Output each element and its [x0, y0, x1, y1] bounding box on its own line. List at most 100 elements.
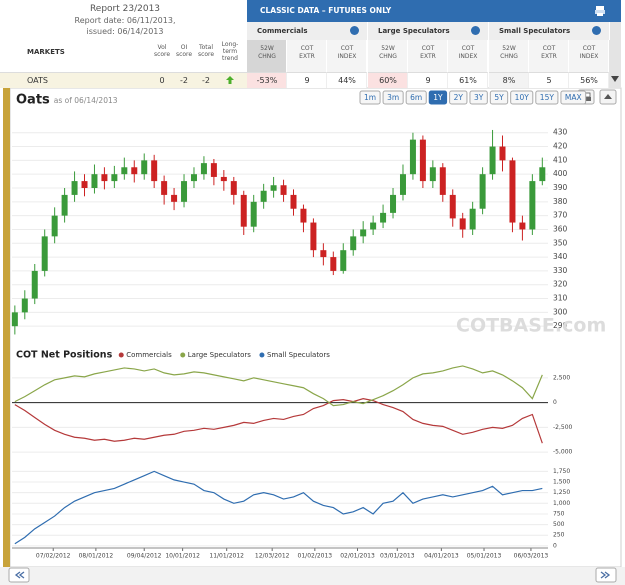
column-header-bg[interactable] — [368, 40, 408, 72]
candle-body — [21, 298, 28, 313]
column-header-bg[interactable] — [247, 40, 287, 72]
group-header-bg — [368, 22, 489, 40]
column-header[interactable]: COT INDEX — [579, 45, 599, 60]
column-header[interactable]: 52W CHNG — [500, 45, 518, 60]
scroll-arrow[interactable] — [609, 74, 621, 84]
column-header[interactable]: COT INDEX — [458, 45, 478, 60]
candle-body — [81, 181, 88, 188]
column-header[interactable]: COT EXTR — [299, 45, 315, 60]
y-tick-label: 1,750 — [553, 468, 570, 475]
legend-marker — [180, 352, 186, 358]
range-label[interactable]: 1Y — [433, 93, 443, 102]
chart-subtitle: as of 06/14/2013 — [54, 96, 118, 105]
help-icon[interactable] — [350, 26, 359, 35]
range-label[interactable]: 6m — [410, 93, 422, 102]
score-value: 0 — [159, 76, 165, 85]
legend-marker — [118, 352, 124, 358]
print-icon[interactable] — [594, 5, 606, 17]
x-tick-label: 05/01/2013 — [467, 553, 502, 560]
candle-body — [260, 190, 267, 202]
cell-bg — [489, 72, 529, 88]
column-header-bg[interactable] — [448, 40, 488, 72]
scroll-top-button[interactable] — [599, 89, 617, 105]
prev-button[interactable] — [8, 567, 30, 583]
y-tick-label: 0 — [553, 542, 557, 549]
column-header[interactable]: COT EXTR — [420, 45, 436, 60]
candle-body — [270, 185, 277, 191]
column-header[interactable]: 52W CHNG — [379, 45, 397, 60]
column-header-bg[interactable] — [327, 40, 367, 72]
group-header-bg — [489, 22, 610, 40]
cell-bg — [529, 72, 569, 88]
legend-label[interactable]: Small Speculators — [267, 351, 330, 359]
cell-bg — [327, 72, 367, 88]
column-header-bg[interactable] — [408, 40, 448, 72]
range-label[interactable]: MAX — [565, 93, 582, 102]
y-tick-label: -2,500 — [553, 424, 573, 431]
range-label[interactable]: 3m — [387, 93, 399, 102]
x-tick-label: 02/01/2013 — [340, 553, 375, 560]
candle-body — [539, 167, 546, 182]
candle-body — [41, 236, 48, 271]
column-header[interactable]: COT EXTR — [541, 45, 557, 60]
candle-body — [519, 222, 526, 230]
candle-body — [240, 194, 247, 227]
y-tick-label: 400 — [553, 169, 568, 178]
candle-body — [390, 194, 397, 213]
market-name[interactable]: OATS — [27, 76, 48, 85]
y-tick-label: 0 — [553, 399, 557, 406]
market-row-bg — [0, 72, 247, 88]
candle-body — [449, 194, 456, 219]
y-tick-label: -5,000 — [553, 449, 573, 456]
candle-body — [499, 146, 506, 161]
candle-body — [200, 163, 207, 175]
candle-body — [11, 312, 18, 327]
range-label[interactable]: 1m — [364, 93, 376, 102]
cell-bg — [569, 72, 609, 88]
range-label[interactable]: 15Y — [540, 93, 555, 102]
help-icon[interactable] — [592, 26, 601, 35]
range-button[interactable] — [535, 90, 559, 105]
range-button[interactable] — [469, 90, 488, 105]
range-label[interactable]: 5Y — [494, 93, 504, 102]
column-header-bg[interactable] — [287, 40, 327, 72]
range-label[interactable]: 2Y — [454, 93, 464, 102]
legend-label[interactable]: Commercials — [126, 351, 172, 359]
range-button[interactable] — [489, 90, 509, 105]
column-header[interactable]: COT INDEX — [337, 45, 357, 60]
markets-header: MARKETS — [27, 48, 65, 56]
column-header-bg[interactable] — [569, 40, 609, 72]
candle-body — [161, 181, 168, 195]
range-button[interactable] — [428, 90, 448, 105]
candle-body — [399, 174, 406, 195]
range-button[interactable] — [405, 90, 427, 105]
group-header-bg — [247, 22, 368, 40]
range-button[interactable] — [382, 90, 404, 105]
chart-title: Oats — [16, 93, 50, 108]
column-header-bg[interactable] — [529, 40, 569, 72]
column-header-bg[interactable] — [489, 40, 529, 72]
y-tick-label: 250 — [553, 532, 565, 539]
y-tick-label: 1,500 — [553, 479, 570, 486]
x-tick-label: 10/01/2012 — [165, 553, 200, 560]
range-button[interactable] — [359, 90, 381, 105]
x-tick-label: 09/04/2012 — [127, 553, 162, 560]
y-tick-label: 310 — [553, 294, 568, 303]
range-button[interactable] — [560, 90, 587, 105]
chart-title: COT Net Positions — [16, 350, 113, 361]
candle-body — [300, 208, 307, 223]
help-icon[interactable] — [471, 26, 480, 35]
range-button[interactable] — [510, 90, 534, 105]
cell-value: 56% — [580, 76, 598, 85]
range-button[interactable] — [449, 90, 468, 105]
range-label[interactable]: 10Y — [515, 93, 530, 102]
candle-body — [340, 250, 347, 271]
column-header[interactable]: 52W CHNG — [258, 45, 276, 60]
banner — [247, 0, 621, 22]
score-header: Total score — [197, 44, 215, 58]
range-label[interactable]: 3Y — [474, 93, 484, 102]
next-button[interactable] — [595, 567, 617, 583]
cell-bg — [287, 72, 327, 88]
legend-label[interactable]: Large Speculators — [188, 351, 252, 359]
